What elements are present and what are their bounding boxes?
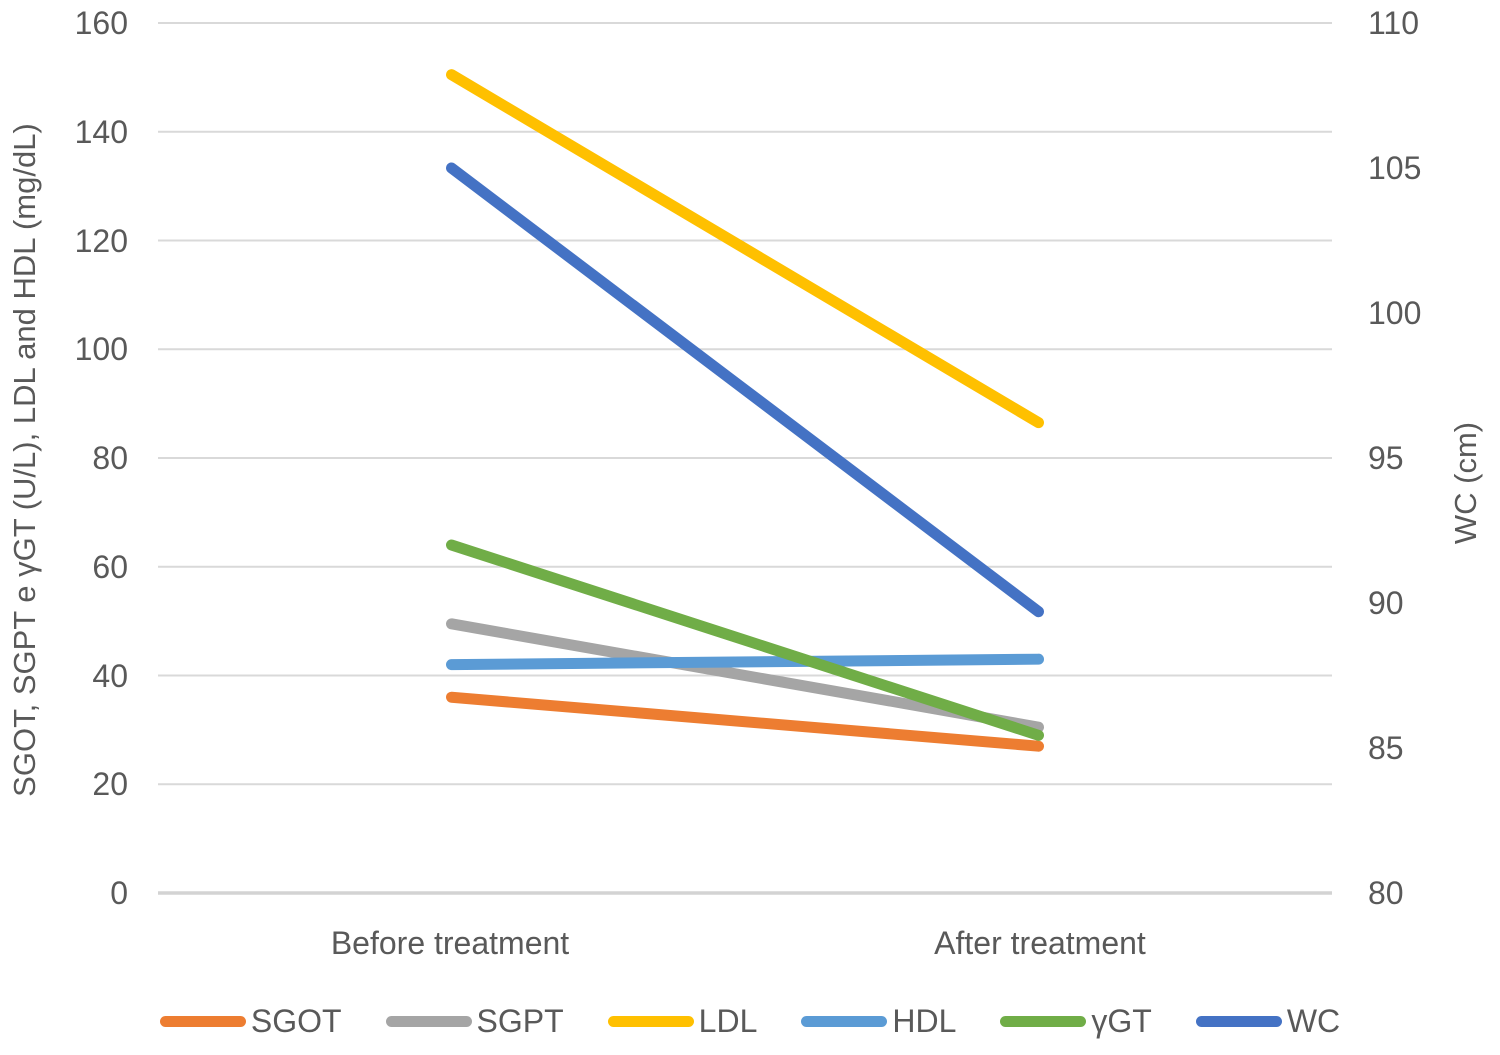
right-axis-tick: 80 — [1368, 875, 1404, 911]
legend-item-WC: WC — [1195, 1003, 1341, 1039]
left-axis-tick: 80 — [92, 440, 128, 476]
left-axis-tick: 140 — [74, 113, 128, 150]
x-axis-label-before: Before treatment — [330, 925, 570, 961]
legend-swatch-icon — [1195, 1015, 1282, 1027]
legend-swatch-icon — [385, 1015, 472, 1027]
legend-item-γGT: γGT — [1000, 1003, 1152, 1039]
legend-item-LDL: LDL — [607, 1003, 758, 1039]
series-line-SGPT — [446, 618, 1044, 733]
series-line-HDL — [446, 653, 1044, 671]
legend-item-SGPT: SGPT — [385, 1003, 564, 1039]
legend-label: SGPT — [476, 1003, 564, 1039]
right-axis-tick: 95 — [1368, 440, 1404, 476]
legend-label: WC — [1286, 1003, 1341, 1039]
legend-label: γGT — [1091, 1003, 1152, 1039]
right-axis-tick: 85 — [1368, 730, 1404, 766]
chart-legend: SGOT SGPT LDL HDL γGT WC — [0, 1004, 1500, 1038]
legend-label: LDL — [698, 1003, 758, 1039]
left-axis-tick: 40 — [92, 657, 128, 694]
right-axis-tick: 100 — [1368, 295, 1422, 331]
series-line-γGT — [446, 539, 1044, 741]
left-axis-tick: 20 — [92, 766, 128, 803]
x-axis-label-after: After treatment — [934, 925, 1146, 961]
left-axis-tick: 0 — [110, 875, 128, 911]
left-axis-tick: 100 — [74, 331, 128, 368]
series-line-SGOT — [446, 691, 1044, 752]
right-axis-tick: 110 — [1368, 5, 1420, 41]
left-axis-tick: 60 — [92, 548, 128, 585]
series-line-LDL — [446, 69, 1044, 429]
right-axis-tick: 105 — [1368, 150, 1422, 186]
legend-swatch-icon — [1000, 1015, 1087, 1027]
legend-label: SGOT — [250, 1003, 342, 1039]
left-axis-tick: 160 — [74, 5, 128, 41]
legend-swatch-icon — [159, 1015, 246, 1027]
right-axis-tick: 90 — [1368, 585, 1404, 621]
legend-label: HDL — [892, 1003, 957, 1039]
legend-item-HDL: HDL — [801, 1004, 956, 1038]
series-line-WC — [446, 162, 1044, 618]
legend-swatch-icon — [801, 1015, 888, 1027]
legend-swatch-icon — [607, 1015, 694, 1027]
legend-item-SGOT: SGOT — [159, 1003, 342, 1039]
left-axis-tick: 120 — [74, 222, 128, 259]
